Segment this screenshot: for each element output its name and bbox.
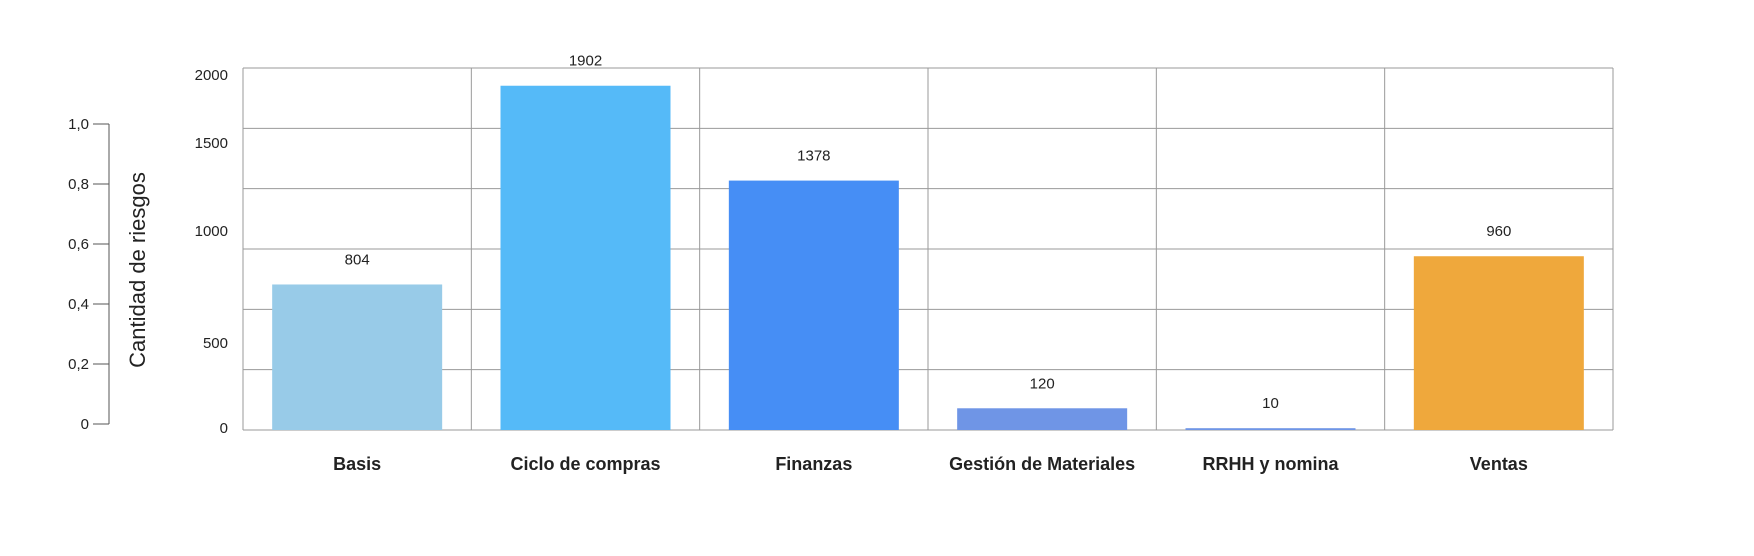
bars <box>272 85 1584 430</box>
data-label-2: 1378 <box>797 148 830 165</box>
y-tick-label: 0 <box>220 420 228 437</box>
category-label-5: Ventas <box>1470 454 1528 474</box>
secondary-tick-label: 0,8 <box>68 176 89 193</box>
category-label-1: Ciclo de compras <box>510 454 660 474</box>
secondary-tick-label: 0,6 <box>68 236 89 253</box>
bar-0 <box>272 284 443 430</box>
secondary-tick-label: 0,2 <box>68 356 89 373</box>
secondary-tick-label: 0,4 <box>68 296 89 313</box>
data-label-3: 120 <box>1030 375 1055 392</box>
secondary-tick-label: 1,0 <box>68 116 89 133</box>
category-label-2: Finanzas <box>775 454 852 474</box>
grid <box>242 67 1614 431</box>
data-label-1: 1902 <box>569 53 602 70</box>
bar-5 <box>1413 256 1584 430</box>
data-label-4: 10 <box>1262 395 1279 412</box>
category-labels: Basis Ciclo de compras Finanzas Gestión de … <box>333 454 1528 474</box>
data-label-0: 804 <box>345 251 370 268</box>
bar-4 <box>1185 428 1356 430</box>
y-tick-label: 1500 <box>195 135 228 152</box>
y-tick-label: 500 <box>203 335 228 352</box>
y-axis-label: Cantidad de riesgos <box>125 172 150 368</box>
bar-2 <box>728 180 899 430</box>
y-tick-label: 1000 <box>195 223 228 240</box>
data-label-5: 960 <box>1486 223 1511 240</box>
secondary-axis: 0 0,2 0,4 0,6 0,8 1,0 <box>68 116 110 433</box>
category-label-4: RRHH y nomina <box>1202 454 1339 474</box>
category-label-0: Basis <box>333 454 381 474</box>
data-labels: 804 1902 1378 120 10 960 <box>345 53 1512 412</box>
secondary-tick-label: 0 <box>81 416 89 433</box>
bar-1 <box>500 85 671 430</box>
bar-3 <box>957 408 1128 430</box>
y-tick-label: 2000 <box>195 67 228 84</box>
category-label-3: Gestión de Materiales <box>949 454 1135 474</box>
y-axis-ticks: 0 500 1000 1500 2000 <box>195 67 228 437</box>
